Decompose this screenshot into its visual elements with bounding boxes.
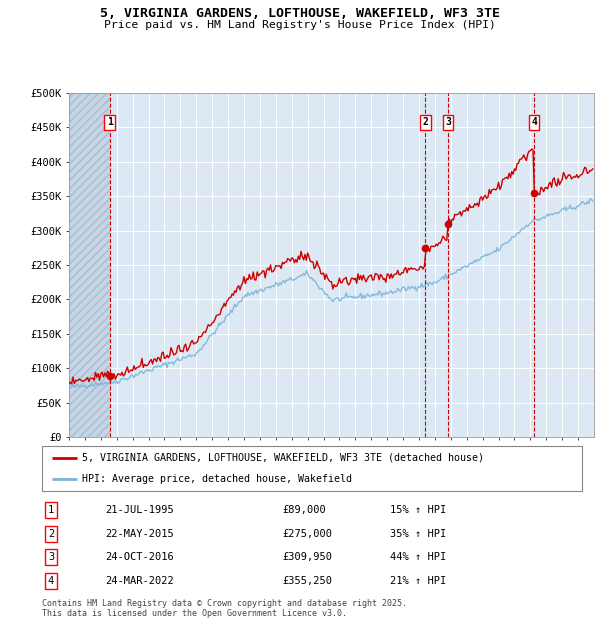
Bar bbox=[69, 93, 110, 437]
Text: Price paid vs. HM Land Registry's House Price Index (HPI): Price paid vs. HM Land Registry's House … bbox=[104, 20, 496, 30]
Text: 24-OCT-2016: 24-OCT-2016 bbox=[105, 552, 174, 562]
Text: Contains HM Land Registry data © Crown copyright and database right 2025.
This d: Contains HM Land Registry data © Crown c… bbox=[42, 599, 407, 618]
Text: 2: 2 bbox=[48, 529, 54, 539]
Text: £355,250: £355,250 bbox=[282, 576, 332, 586]
Text: £89,000: £89,000 bbox=[282, 505, 326, 515]
Text: £275,000: £275,000 bbox=[282, 529, 332, 539]
Text: 1: 1 bbox=[107, 117, 113, 127]
Text: 4: 4 bbox=[531, 117, 537, 127]
Text: 21-JUL-1995: 21-JUL-1995 bbox=[105, 505, 174, 515]
Text: 3: 3 bbox=[445, 117, 451, 127]
Text: 15% ↑ HPI: 15% ↑ HPI bbox=[390, 505, 446, 515]
FancyBboxPatch shape bbox=[42, 446, 582, 491]
Text: 35% ↑ HPI: 35% ↑ HPI bbox=[390, 529, 446, 539]
Text: 24-MAR-2022: 24-MAR-2022 bbox=[105, 576, 174, 586]
Text: £309,950: £309,950 bbox=[282, 552, 332, 562]
Text: 5, VIRGINIA GARDENS, LOFTHOUSE, WAKEFIELD, WF3 3TE: 5, VIRGINIA GARDENS, LOFTHOUSE, WAKEFIEL… bbox=[100, 7, 500, 20]
Text: 44% ↑ HPI: 44% ↑ HPI bbox=[390, 552, 446, 562]
Text: 2: 2 bbox=[422, 117, 428, 127]
Text: HPI: Average price, detached house, Wakefield: HPI: Average price, detached house, Wake… bbox=[83, 474, 353, 484]
Text: 4: 4 bbox=[48, 576, 54, 586]
Text: 5, VIRGINIA GARDENS, LOFTHOUSE, WAKEFIELD, WF3 3TE (detached house): 5, VIRGINIA GARDENS, LOFTHOUSE, WAKEFIEL… bbox=[83, 453, 485, 463]
Text: 22-MAY-2015: 22-MAY-2015 bbox=[105, 529, 174, 539]
Text: 21% ↑ HPI: 21% ↑ HPI bbox=[390, 576, 446, 586]
Text: 3: 3 bbox=[48, 552, 54, 562]
Text: 1: 1 bbox=[48, 505, 54, 515]
